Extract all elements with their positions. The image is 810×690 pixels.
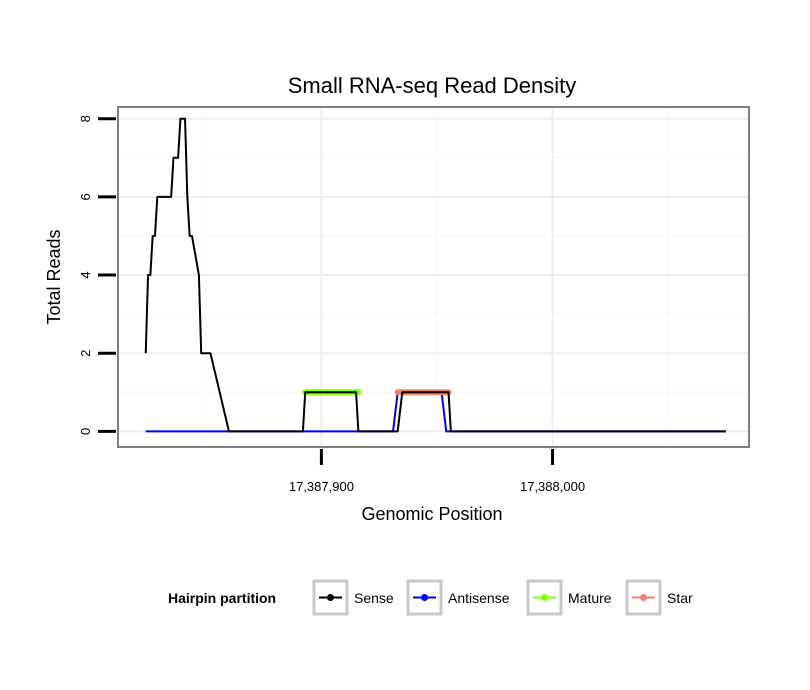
y-tick-label: 8 <box>78 115 93 122</box>
legend-label: Star <box>667 590 693 606</box>
legend-key-point <box>541 594 548 601</box>
legend-key-box <box>526 579 563 616</box>
legend-key-point <box>421 594 428 601</box>
y-axis-title: Total Reads <box>44 229 64 324</box>
chart-title: Small RNA-seq Read Density <box>288 73 577 98</box>
y-tick-label: 0 <box>78 428 93 435</box>
y-tick-label: 6 <box>78 193 93 200</box>
legend-title: Hairpin partition <box>168 590 276 606</box>
legend-label: Sense <box>354 590 394 606</box>
legend: Hairpin partition Sense Antisense Mature St… <box>168 579 693 616</box>
plot-panel <box>117 106 750 448</box>
legend-key-point <box>640 594 647 601</box>
x-tick-label: 17,388,000 <box>520 479 585 494</box>
x-tick-label: 17,387,900 <box>289 479 354 494</box>
series-line-sense <box>144 117 726 433</box>
legend-label: Antisense <box>448 590 510 606</box>
x-axis-title: Genomic Position <box>361 504 502 524</box>
x-axis: 17,387,900 17,388,000 <box>289 449 585 494</box>
legend-items: Sense Antisense Mature Star <box>312 579 693 616</box>
y-tick-label: 2 <box>78 350 93 357</box>
y-axis: 0 2 4 6 8 <box>78 115 116 435</box>
series-layer <box>144 117 726 433</box>
plot-border <box>117 106 750 448</box>
legend-label: Mature <box>568 590 612 606</box>
y-tick-label: 4 <box>78 271 93 278</box>
legend-key-point <box>327 594 334 601</box>
